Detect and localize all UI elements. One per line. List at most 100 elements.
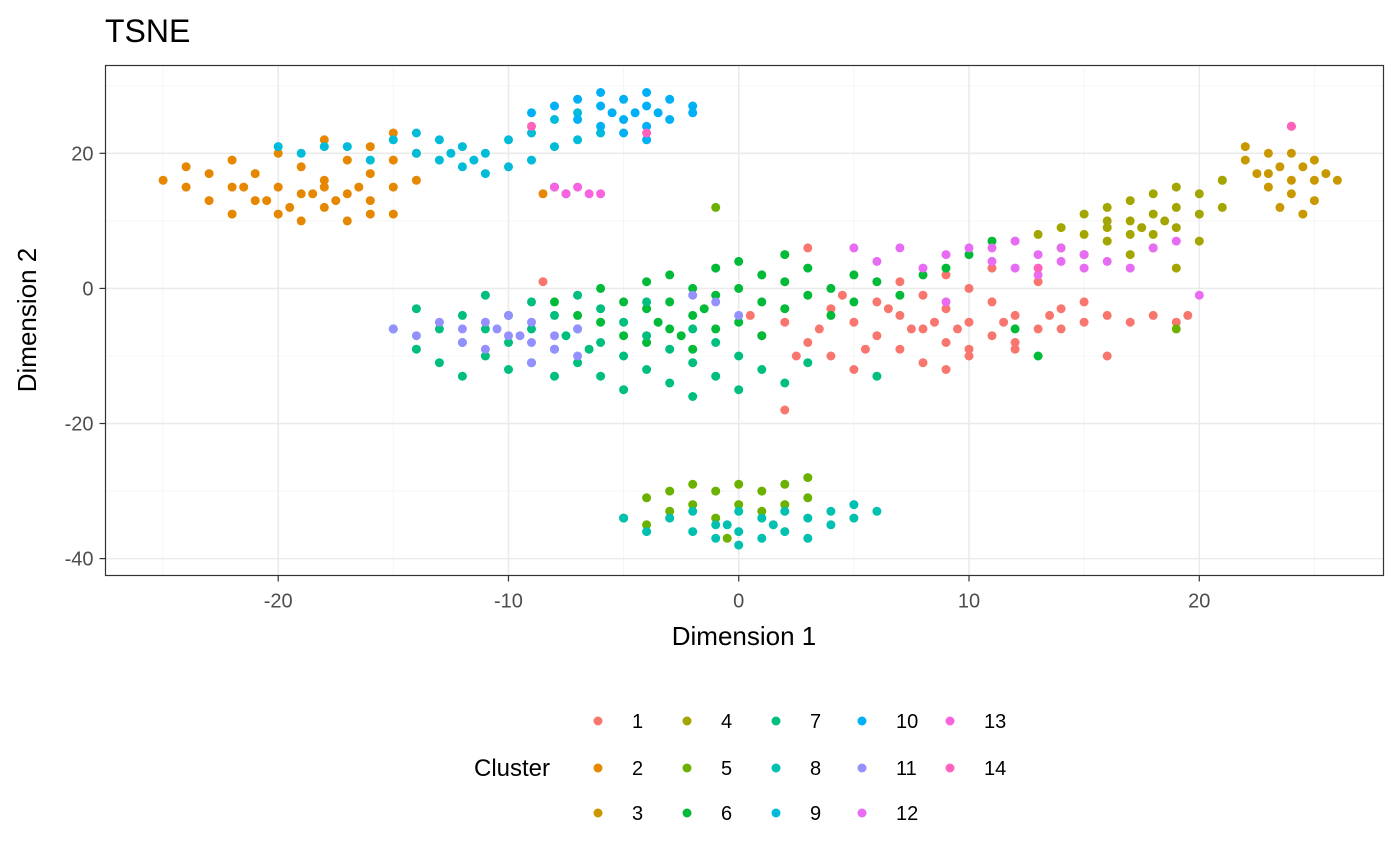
data-point: [434, 358, 444, 368]
data-point: [826, 304, 836, 314]
data-point: [1010, 344, 1020, 354]
data-point: [365, 169, 375, 179]
data-point: [1056, 256, 1066, 266]
data-point: [1309, 175, 1319, 185]
data-point: [1079, 297, 1089, 307]
legend-swatch: [682, 763, 692, 773]
data-point: [1102, 256, 1112, 266]
legend-item-13: 13: [945, 711, 1006, 733]
data-point: [1125, 216, 1135, 226]
data-point: [1056, 324, 1066, 334]
data-point: [319, 175, 329, 185]
data-point: [457, 310, 467, 320]
data-point: [803, 290, 813, 300]
data-point: [665, 513, 675, 523]
legend-label: 14: [984, 758, 1006, 780]
data-point: [1240, 142, 1250, 152]
data-point: [872, 277, 882, 287]
data-point: [653, 317, 663, 327]
data-point: [814, 324, 824, 334]
data-point: [734, 310, 744, 320]
data-point: [480, 169, 490, 179]
data-point: [273, 148, 283, 158]
data-point: [1056, 304, 1066, 314]
data-point: [826, 283, 836, 293]
x-tick-label: 0: [733, 591, 744, 613]
data-point: [941, 250, 951, 260]
data-point: [642, 520, 652, 530]
data-point: [941, 304, 951, 314]
data-point: [688, 344, 698, 354]
data-point: [527, 338, 536, 347]
y-tick-label: 20: [71, 143, 93, 165]
data-point: [676, 331, 686, 341]
data-point: [642, 101, 652, 111]
y-tick-label: -40: [65, 549, 94, 571]
data-point: [434, 317, 444, 327]
data-point: [930, 317, 939, 327]
data-point: [711, 371, 721, 381]
data-point: [1286, 121, 1296, 131]
data-point: [457, 162, 467, 172]
data-point: [457, 371, 467, 381]
data-point: [204, 196, 214, 206]
legend-swatch: [771, 716, 781, 726]
legend-item-8: 8: [771, 758, 821, 780]
data-point: [1286, 175, 1296, 185]
data-point: [803, 473, 813, 483]
data-point: [803, 513, 813, 523]
data-point: [411, 148, 421, 158]
data-point: [204, 169, 214, 179]
data-point: [1102, 236, 1112, 246]
data-point: [250, 169, 260, 179]
data-point: [550, 371, 559, 381]
legend-swatch: [682, 808, 692, 818]
data-point: [1298, 162, 1308, 172]
data-point: [722, 520, 732, 530]
data-point: [964, 243, 974, 253]
legend-label: 1: [632, 711, 643, 733]
data-point: [711, 290, 721, 300]
data-point: [573, 94, 583, 104]
chart-title: TSNE: [105, 13, 190, 49]
data-point: [734, 500, 744, 510]
y-axis-title: Dimension 2: [12, 248, 42, 393]
series-cluster-2: [158, 128, 548, 226]
data-point: [895, 344, 905, 354]
data-point: [561, 331, 571, 341]
legend-swatch: [593, 808, 603, 818]
data-point: [642, 88, 652, 97]
legend-label: 5: [721, 758, 732, 780]
data-point: [964, 317, 974, 327]
data-point: [411, 304, 421, 314]
data-point: [342, 142, 352, 152]
data-point: [1217, 202, 1227, 212]
data-point: [1194, 290, 1204, 300]
data-point: [1033, 270, 1043, 280]
data-point: [342, 216, 352, 226]
data-point: [1217, 175, 1227, 185]
data-point: [1183, 310, 1193, 320]
series-cluster-10: [527, 88, 698, 145]
data-point: [699, 304, 709, 314]
data-point: [1102, 202, 1112, 212]
data-point: [688, 101, 698, 111]
data-point: [780, 250, 790, 260]
data-point: [872, 331, 882, 341]
data-point: [1171, 263, 1181, 273]
data-point: [262, 196, 272, 206]
data-point: [688, 527, 698, 537]
legend-label: 10: [896, 711, 918, 733]
data-point: [642, 304, 652, 314]
data-point: [688, 108, 698, 118]
data-point: [826, 520, 836, 530]
x-tick-label: -20: [264, 591, 293, 613]
data-point: [550, 310, 559, 320]
data-point: [665, 506, 675, 516]
data-point: [665, 297, 675, 307]
data-point: [480, 290, 490, 300]
data-point: [757, 297, 767, 307]
data-point: [365, 209, 375, 219]
data-point: [1079, 317, 1089, 327]
data-point: [1298, 209, 1308, 219]
